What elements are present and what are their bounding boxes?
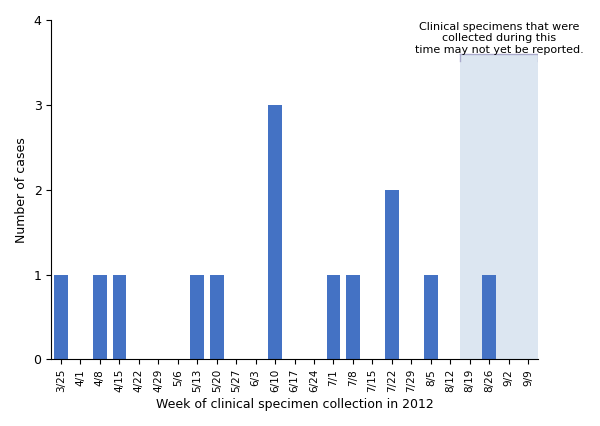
Bar <box>346 274 360 360</box>
Text: Clinical specimens that were
collected during this
time may not yet be reported.: Clinical specimens that were collected d… <box>415 22 583 55</box>
Bar <box>268 105 282 360</box>
Bar <box>460 54 538 360</box>
Bar <box>93 274 107 360</box>
Bar <box>424 274 437 360</box>
Y-axis label: Number of cases: Number of cases <box>15 137 28 242</box>
Bar <box>113 274 126 360</box>
Bar <box>54 274 68 360</box>
Bar <box>326 274 340 360</box>
Bar <box>190 274 204 360</box>
Bar <box>385 190 398 360</box>
Bar <box>482 274 496 360</box>
Bar <box>210 274 224 360</box>
X-axis label: Week of clinical specimen collection in 2012: Week of clinical specimen collection in … <box>155 398 433 411</box>
